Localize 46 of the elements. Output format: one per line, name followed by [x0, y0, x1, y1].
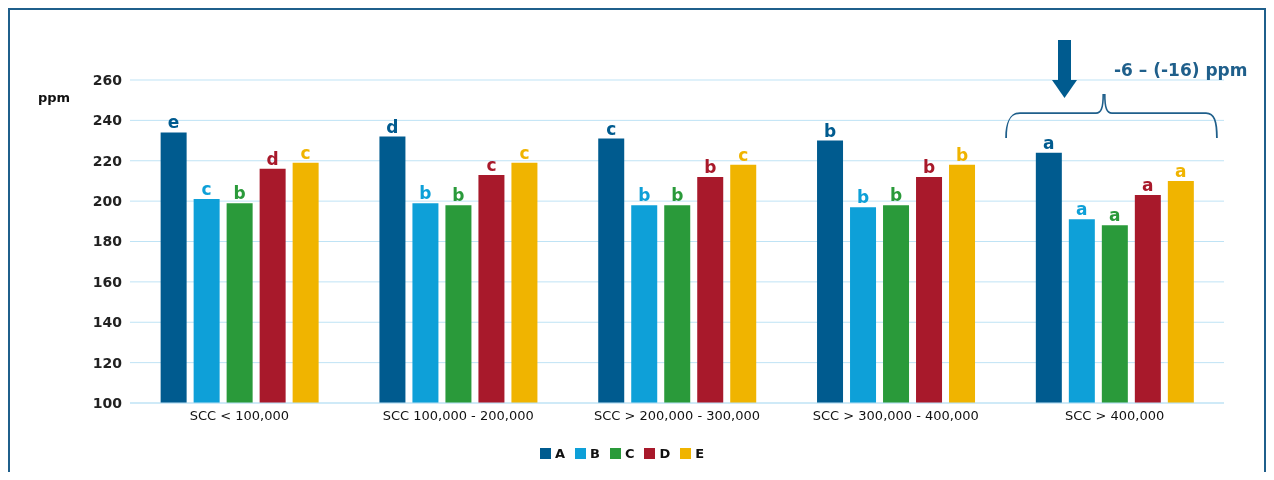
data-label: c	[606, 118, 617, 139]
data-label: b	[704, 156, 717, 177]
data-label: a	[1043, 132, 1055, 153]
data-label: b	[823, 120, 837, 141]
data-label: b	[452, 185, 465, 206]
data-label: a	[1142, 175, 1154, 196]
y-tick-label: 220	[92, 152, 123, 169]
y-tick-label: 180	[92, 233, 123, 250]
data-label: c	[300, 142, 311, 163]
data-label: b	[671, 185, 684, 206]
y-tick-label: 120	[92, 354, 123, 371]
y-tick-label: 240	[92, 112, 123, 129]
data-label: c	[519, 142, 530, 163]
x-tick-label: SCC > 300,000 - 400,000	[812, 408, 979, 424]
legend-label: C	[624, 446, 635, 461]
data-label: b	[638, 185, 651, 206]
x-tick-label: SCC > 200,000 - 300,000	[593, 408, 761, 424]
data-label: d	[386, 116, 399, 137]
data-label: b	[233, 183, 246, 204]
x-tick-label: SCC 100,000 - 200,000	[382, 408, 534, 424]
text: -6 – (-16) ppm	[1114, 60, 1248, 80]
legend-label: B	[589, 446, 600, 461]
data-label: c	[738, 144, 749, 165]
y-tick-label: 260	[92, 71, 123, 88]
data-label: c	[486, 154, 497, 175]
data-label: b	[955, 144, 969, 165]
data-label: d	[266, 148, 279, 169]
x-tick-label: SCC < 100,000	[189, 408, 290, 424]
y-tick-label: 200	[92, 193, 123, 210]
y-tick-label: 100	[92, 394, 123, 411]
data-label: a	[1109, 205, 1121, 226]
x-tick-label: SCC > 400,000	[1064, 408, 1165, 424]
y-tick-label: 140	[92, 314, 123, 331]
data-label: b	[889, 185, 903, 206]
data-label: b	[856, 187, 870, 208]
data-label: c	[201, 179, 212, 200]
data-label: e	[167, 112, 180, 133]
data-label: b	[419, 183, 432, 204]
data-label: a	[1076, 199, 1088, 220]
y-tick-label: 160	[92, 273, 123, 290]
legend-label: A	[554, 446, 565, 461]
data-label: a	[1175, 160, 1187, 181]
legend-label: D	[659, 446, 671, 461]
data-label: b	[922, 156, 936, 177]
legend-label: E	[695, 446, 705, 461]
y-axis-title: ppm	[38, 90, 71, 105]
